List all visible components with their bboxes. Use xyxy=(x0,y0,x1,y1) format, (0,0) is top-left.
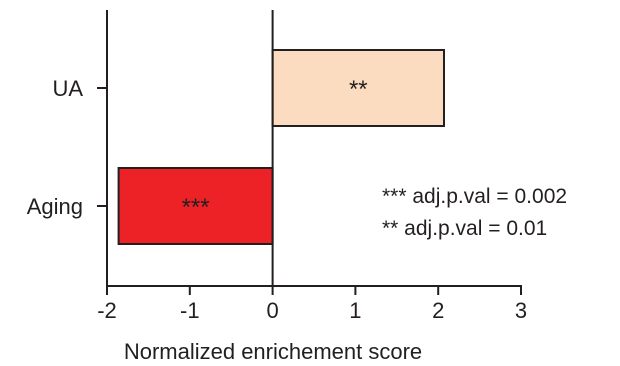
x-tick-label: 1 xyxy=(349,298,361,323)
annotation-line-2: ** adj.p.val = 0.01 xyxy=(382,217,547,240)
bars-group: ***** xyxy=(117,49,445,245)
category-label-aging: Aging xyxy=(27,194,83,219)
bar-aging xyxy=(117,167,274,245)
category-labels-group: UA Aging xyxy=(27,76,107,219)
bar-ua xyxy=(271,49,445,127)
x-tick-label: -2 xyxy=(97,298,117,323)
x-tick-label: 3 xyxy=(515,298,527,323)
annotation-line-1: *** adj.p.val = 0.002 xyxy=(382,185,567,208)
category-label-ua: UA xyxy=(52,76,83,101)
x-ticks-group: -2 -1 0 1 2 3 xyxy=(97,286,527,323)
x-axis-title: Normalized enrichement score xyxy=(124,339,422,364)
bar-label-ua: ** xyxy=(349,76,368,103)
x-tick-label: -1 xyxy=(180,298,200,323)
x-tick-label: 0 xyxy=(266,298,278,323)
x-tick-label: 2 xyxy=(432,298,444,323)
bar-label-aging: *** xyxy=(182,194,210,221)
axes-group xyxy=(106,10,522,287)
